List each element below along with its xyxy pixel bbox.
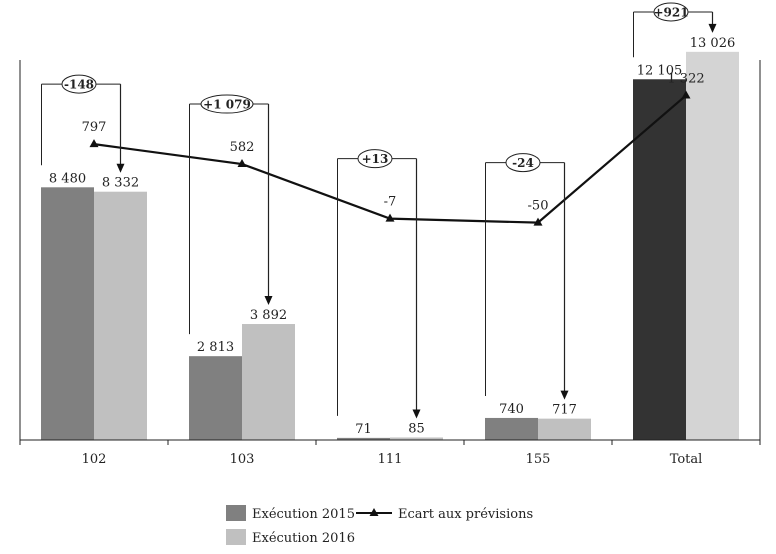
delta-ellipse	[61, 74, 97, 94]
legend-label: Ecart aux prévisions	[398, 507, 533, 522]
bar-2016-103	[242, 324, 295, 440]
bar-2016-Total	[686, 51, 739, 441]
delta-ellipse	[653, 2, 689, 22]
legend-label: Exécution 2015	[252, 507, 355, 522]
bar-2016-155	[538, 418, 591, 440]
legend-label: Exécution 2016	[252, 531, 355, 546]
delta-label: +1 079	[203, 98, 251, 112]
delta-callout-102: -148	[41, 74, 125, 173]
line-marker-111	[385, 213, 395, 222]
delta-ellipse	[505, 153, 541, 173]
line-label-Total: 1 322	[667, 71, 704, 86]
delta-label: -148	[64, 78, 94, 92]
bar-2015-111	[337, 437, 390, 440]
legend-swatch	[226, 529, 246, 545]
labels-layer: 8 480 8 332 2 813 3 892 71 85 740 717 12 105 13 0…	[49, 36, 735, 437]
value-label-2016-155: 717	[552, 403, 577, 418]
bar-2016-111	[390, 437, 443, 440]
delta-arrowhead	[560, 390, 569, 400]
line-marker-Total	[681, 90, 691, 99]
x-tick-label-102: 102	[82, 452, 107, 467]
delta-arrowhead	[116, 163, 125, 173]
bar-2015-102	[41, 187, 94, 440]
legend-item-2: Exécution 2016	[226, 529, 355, 546]
value-label-2016-111: 85	[408, 421, 425, 436]
value-label-2015-103: 2 813	[197, 340, 234, 355]
x-tick-label-103: 103	[230, 452, 255, 467]
value-label-2015-155: 740	[499, 402, 524, 417]
value-label-2015-102: 8 480	[49, 171, 86, 186]
legend-swatch	[226, 505, 246, 521]
legend-item-0: Exécution 2015	[226, 505, 355, 522]
delta-label: -24	[512, 156, 534, 170]
line-label-102: 797	[82, 120, 107, 135]
x-tick-label-155: 155	[526, 452, 551, 467]
deltas-layer: -148 +1 079 +13 -24 +921	[41, 2, 717, 419]
delta-arrowhead	[412, 409, 421, 419]
delta-callout-155: -24	[485, 153, 569, 400]
value-label-2016-103: 3 892	[250, 308, 287, 323]
legend-item-1: Ecart aux prévisions	[356, 507, 533, 522]
value-label-2016-Total: 13 026	[690, 36, 736, 51]
line-layer	[89, 90, 691, 226]
line-label-111: -7	[384, 195, 397, 210]
legend-marker	[369, 508, 379, 516]
value-label-2015-111: 71	[355, 422, 372, 437]
value-label-2015-Total: 12 105	[637, 63, 683, 78]
axes-layer: 102 103 111 155 Total	[19, 60, 761, 467]
line-label-103: 582	[230, 140, 255, 155]
delta-arrowhead	[264, 296, 273, 306]
x-tick-label-Total: Total	[670, 452, 703, 467]
value-label-2016-102: 8 332	[102, 176, 139, 191]
delta-callout-103: +1 079	[189, 94, 273, 335]
bar-2016-102	[94, 191, 147, 440]
line-marker-103	[237, 159, 247, 168]
line-marker-102	[89, 139, 99, 148]
bar-2015-103	[189, 356, 242, 440]
delta-callout-111: +13	[337, 149, 421, 419]
line-marker-155	[533, 217, 543, 226]
bar-2015-Total	[633, 79, 686, 441]
delta-ellipse	[200, 94, 254, 114]
delta-callout-Total: +921	[633, 2, 717, 58]
delta-ellipse	[357, 149, 393, 169]
delta-label: +13	[362, 152, 389, 166]
delta-label: +921	[653, 6, 688, 20]
x-tick-label-111: 111	[378, 452, 403, 467]
bar-2015-155	[485, 417, 538, 440]
bars-layer	[41, 51, 739, 441]
line-label-155: -50	[528, 199, 549, 214]
delta-arrowhead	[708, 23, 717, 33]
legend: Exécution 2015 Ecart aux prévisions Exécut…	[226, 505, 533, 546]
